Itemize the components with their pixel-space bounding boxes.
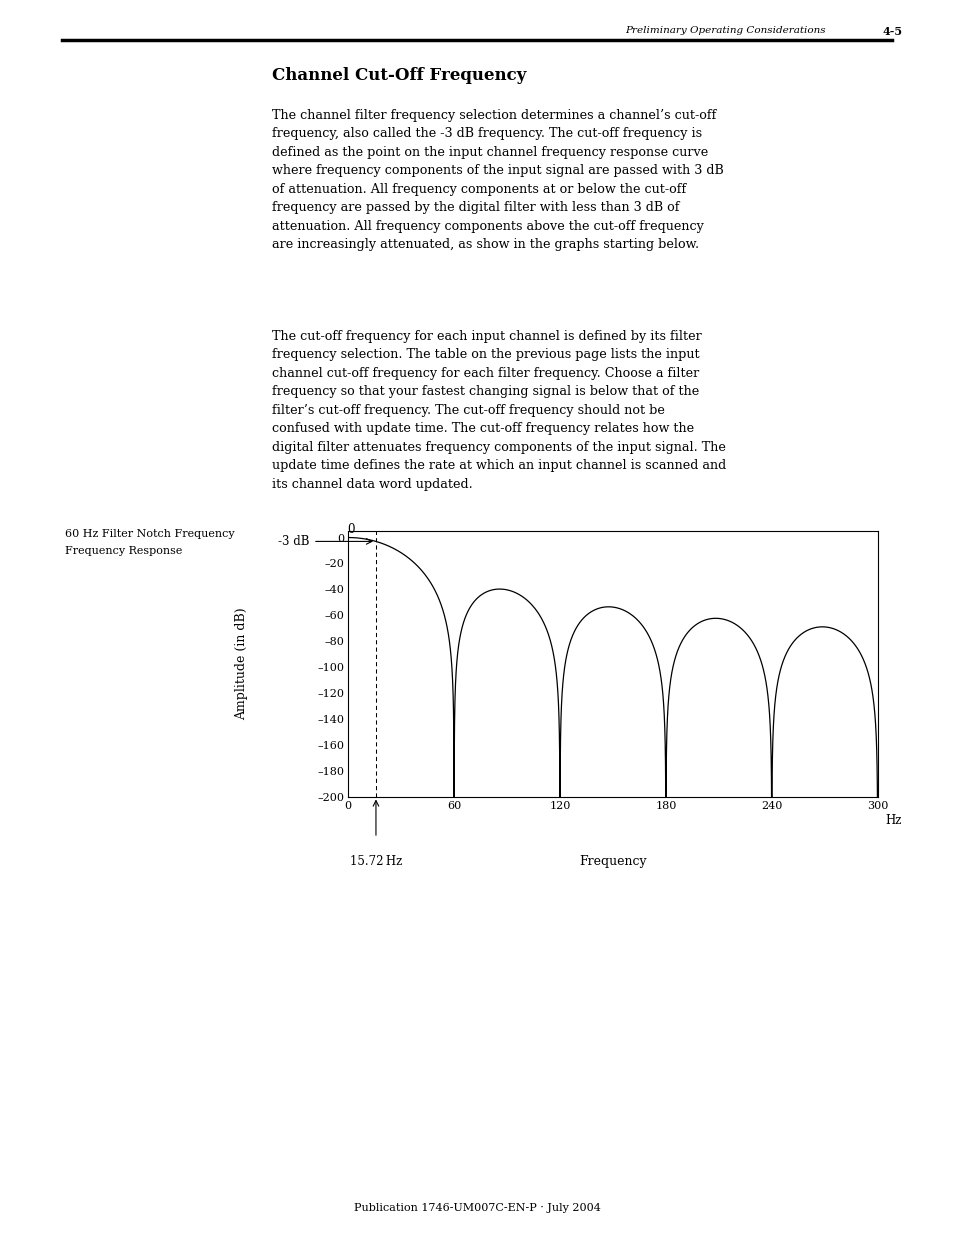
Text: The cut-off frequency for each input channel is defined by its filter
frequency : The cut-off frequency for each input cha… xyxy=(272,330,725,490)
Text: 4-5: 4-5 xyxy=(882,26,902,37)
Text: 15.72 Hz: 15.72 Hz xyxy=(350,855,401,868)
Text: Publication 1746-UM007C-EN-P · July 2004: Publication 1746-UM007C-EN-P · July 2004 xyxy=(354,1203,599,1213)
Text: Preliminary Operating Considerations: Preliminary Operating Considerations xyxy=(624,26,824,35)
Text: Channel Cut-Off Frequency: Channel Cut-Off Frequency xyxy=(272,67,526,84)
Y-axis label: Amplitude (in dB): Amplitude (in dB) xyxy=(234,608,248,720)
Text: -3 dB: -3 dB xyxy=(277,535,309,548)
Text: 60 Hz Filter Notch Frequency: 60 Hz Filter Notch Frequency xyxy=(65,529,234,538)
Text: Frequency: Frequency xyxy=(578,855,646,868)
Text: Frequency Response: Frequency Response xyxy=(65,546,182,556)
Text: Hz: Hz xyxy=(884,814,901,827)
Text: The channel filter frequency selection determines a channel’s cut-off
frequency,: The channel filter frequency selection d… xyxy=(272,109,723,251)
Text: 0: 0 xyxy=(347,522,355,536)
